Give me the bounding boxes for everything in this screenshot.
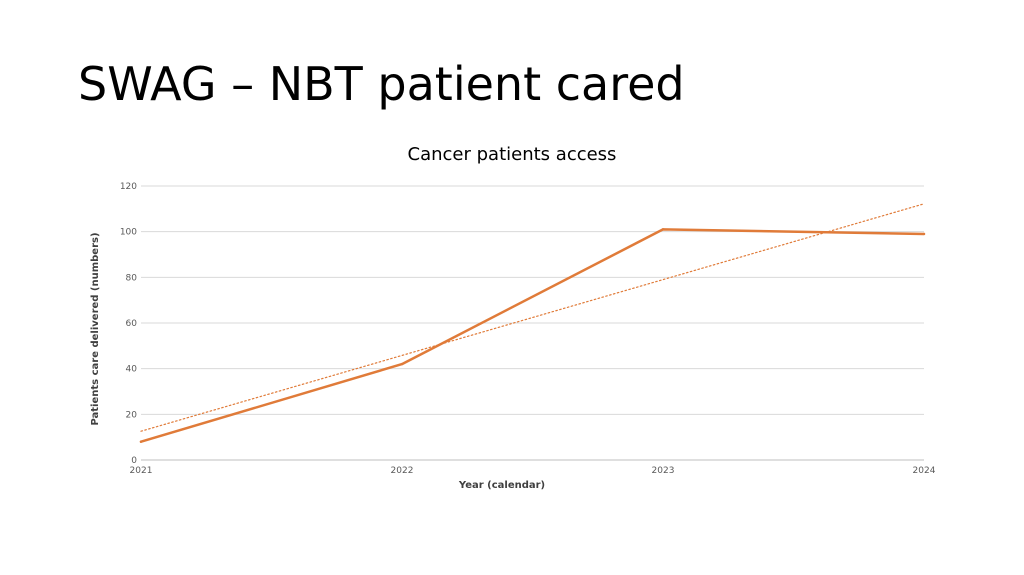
x-tick-labels: 2021 2022 2023 2024 <box>130 466 936 476</box>
y-tick-label: 80 <box>126 273 138 283</box>
data-point <box>400 362 404 366</box>
y-tick-labels: 0 20 40 60 80 100 120 <box>120 182 137 466</box>
y-tick-label: 60 <box>126 319 138 329</box>
x-axis-title: Year (calendar) <box>458 480 545 491</box>
y-tick-label: 100 <box>120 228 137 238</box>
slide-title: SWAG – NBT patient cared <box>78 57 685 111</box>
chart: Cancer patients access 0 20 40 60 80 100 120 2… <box>0 130 1024 510</box>
line-chart: Cancer patients access 0 20 40 60 80 100 120 2… <box>90 144 936 491</box>
y-tick-label: 20 <box>126 410 138 420</box>
data-point <box>139 440 143 443</box>
y-axis-title: Patients care delivered (numbers) <box>90 232 101 425</box>
y-tick-label: 40 <box>126 365 138 375</box>
series-line-0 <box>139 228 926 443</box>
trendline-line <box>140 203 925 432</box>
y-tick-label: 0 <box>131 456 137 466</box>
data-point <box>661 228 665 231</box>
x-tick-label: 2024 <box>913 466 936 476</box>
series-lines <box>139 228 926 443</box>
x-tick-label: 2023 <box>652 466 675 476</box>
gridlines <box>141 185 924 415</box>
x-tick-label: 2021 <box>130 466 153 476</box>
x-tick-label: 2022 <box>391 466 414 476</box>
chart-title: Cancer patients access <box>408 144 617 165</box>
trendline <box>140 203 925 432</box>
y-tick-label: 120 <box>120 182 137 192</box>
data-point <box>922 232 926 236</box>
